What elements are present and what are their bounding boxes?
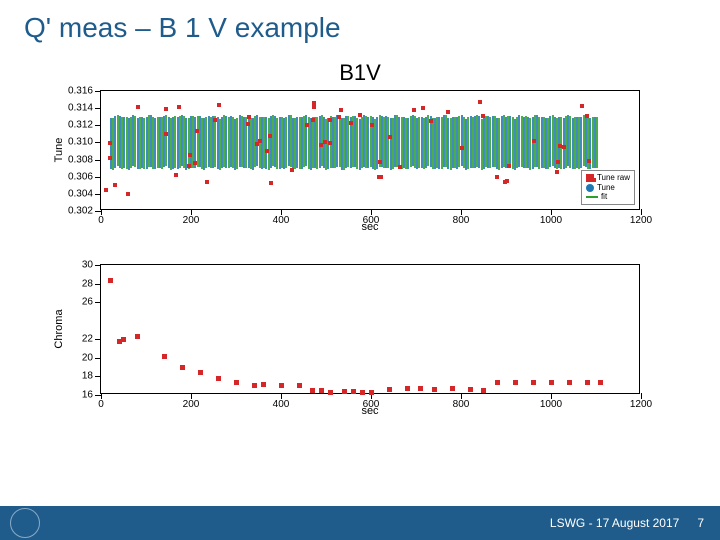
chroma-point xyxy=(180,365,185,370)
chroma-point xyxy=(342,389,347,394)
chroma-point xyxy=(234,380,239,385)
slide-title: Q' meas – B 1 V example xyxy=(24,12,341,44)
chroma-point xyxy=(432,387,437,392)
chroma-point xyxy=(418,386,423,391)
chroma-point xyxy=(261,382,266,387)
chroma-point xyxy=(198,370,203,375)
chroma-point xyxy=(495,380,500,385)
chroma-point xyxy=(513,380,518,385)
chroma-point xyxy=(585,380,590,385)
chroma-plot: Chroma sec 02004006008001000120016182022… xyxy=(100,264,640,394)
figure-suptitle: B1V xyxy=(60,60,660,86)
chroma-point xyxy=(567,380,572,385)
footer: LSWG - 17 August 2017 7 xyxy=(0,506,720,540)
chroma-point xyxy=(450,386,455,391)
chroma-point xyxy=(351,389,356,394)
chroma-point xyxy=(216,376,221,381)
tune-ylabel: Tune xyxy=(53,138,65,163)
chroma-point xyxy=(319,388,324,393)
chroma-point xyxy=(279,383,284,388)
chroma-point xyxy=(108,278,113,283)
chroma-point xyxy=(135,334,140,339)
chroma-point xyxy=(360,390,365,395)
cern-logo-icon xyxy=(10,508,40,538)
chroma-point xyxy=(531,380,536,385)
chroma-point xyxy=(549,380,554,385)
chroma-point xyxy=(405,386,410,391)
chroma-point xyxy=(310,388,315,393)
chroma-point xyxy=(369,390,374,395)
footer-text: LSWG - 17 August 2017 xyxy=(550,516,679,530)
chroma-point xyxy=(162,354,167,359)
tune-legend: Tune rawTunefit xyxy=(581,170,635,205)
figure: B1V Tune sec Tune rawTunefit 02004006008… xyxy=(60,60,660,480)
tune-plot: Tune sec Tune rawTunefit 020040060080010… xyxy=(100,90,640,210)
slide: Q' meas – B 1 V example B1V Tune sec Tun… xyxy=(0,0,720,540)
chroma-point xyxy=(468,387,473,392)
chroma-point xyxy=(121,337,126,342)
chroma-ylabel: Chroma xyxy=(53,309,65,348)
chroma-point xyxy=(387,387,392,392)
chroma-point xyxy=(252,383,257,388)
page-number: 7 xyxy=(697,516,704,530)
chroma-point xyxy=(297,383,302,388)
chroma-point xyxy=(598,380,603,385)
chroma-point xyxy=(481,388,486,393)
chroma-point xyxy=(328,390,333,395)
